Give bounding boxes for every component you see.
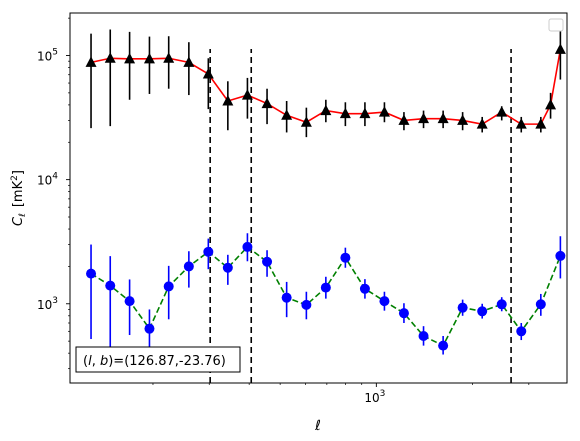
annotation-text: (l, b)=(126.87,-23.76)	[83, 354, 226, 369]
data-point	[281, 109, 293, 120]
y-tick-label: 105	[37, 48, 58, 64]
y-axis-subscript: ℓ	[18, 213, 28, 218]
data-point	[241, 89, 253, 100]
annotation-box: (l, b)=(126.87,-23.76)	[75, 346, 241, 373]
data-point	[496, 106, 508, 117]
data-point	[124, 52, 136, 64]
y-tick-label: 103	[37, 296, 58, 312]
data-point	[262, 256, 273, 267]
data-point	[163, 52, 175, 63]
data-point	[477, 306, 488, 317]
data-point	[515, 118, 527, 129]
data-point	[457, 302, 468, 313]
annotation-frame	[75, 346, 241, 373]
y-axis-units-close: ]	[11, 170, 26, 175]
data-point	[320, 104, 332, 116]
data-point	[183, 56, 195, 67]
data-point	[242, 241, 253, 252]
data-point	[124, 296, 135, 307]
data-point	[359, 107, 371, 119]
data-point	[535, 299, 546, 310]
data-point	[222, 95, 234, 106]
data-point	[398, 114, 410, 125]
data-point	[320, 282, 331, 293]
data-point	[163, 281, 174, 292]
data-point	[105, 280, 116, 291]
data-point	[202, 67, 214, 79]
data-point	[104, 52, 116, 63]
data-point	[359, 283, 370, 294]
data-point	[144, 323, 155, 334]
data-point	[457, 114, 469, 125]
data-point	[183, 261, 194, 272]
x-axis-label: ℓ	[314, 418, 321, 434]
data-point	[437, 112, 449, 124]
data-point	[378, 106, 390, 117]
data-point	[379, 296, 390, 307]
data-point	[535, 118, 547, 129]
series-1	[86, 233, 566, 355]
y-tick-labels: 103 104 105	[37, 48, 58, 312]
data-point	[555, 250, 566, 261]
data-point	[86, 268, 97, 279]
data-point	[496, 299, 507, 310]
axes-frame	[69, 12, 568, 384]
axis-ticks	[66, 17, 530, 387]
data-point	[222, 262, 233, 273]
x-tick-labels: 103	[364, 389, 385, 405]
data-point	[301, 299, 312, 310]
y-axis-units: [mK	[11, 180, 26, 207]
y-axis-symbol: C	[11, 216, 26, 226]
data-point	[554, 43, 566, 54]
data-point	[340, 252, 351, 263]
data-point	[143, 52, 155, 64]
series-0	[85, 29, 566, 138]
y-axis-label: Cℓ [mK2]	[10, 170, 28, 226]
data-point	[398, 308, 409, 319]
data-point	[261, 97, 273, 109]
plot-area	[85, 29, 566, 383]
y-tick-label: 104	[37, 172, 58, 188]
y-axis-units-sup: 2	[10, 175, 20, 181]
data-point	[418, 330, 429, 341]
data-point	[476, 118, 488, 129]
data-point	[203, 246, 214, 257]
data-point	[418, 112, 430, 124]
x-tick-label: 103	[364, 389, 385, 405]
data-point	[339, 107, 351, 119]
data-point	[300, 116, 312, 127]
data-point	[516, 326, 527, 337]
data-point	[281, 292, 292, 303]
legend-box	[548, 18, 564, 32]
data-point	[545, 98, 557, 110]
data-point	[438, 340, 449, 351]
data-point	[85, 56, 97, 67]
